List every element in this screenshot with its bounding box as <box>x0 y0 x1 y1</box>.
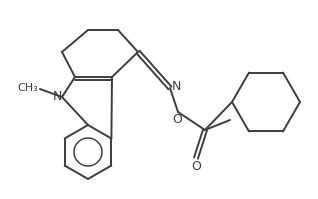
Text: N: N <box>52 91 62 103</box>
Text: O: O <box>191 160 201 173</box>
Text: CH₃: CH₃ <box>17 83 38 93</box>
Text: N: N <box>172 81 181 94</box>
Text: O: O <box>172 113 182 126</box>
